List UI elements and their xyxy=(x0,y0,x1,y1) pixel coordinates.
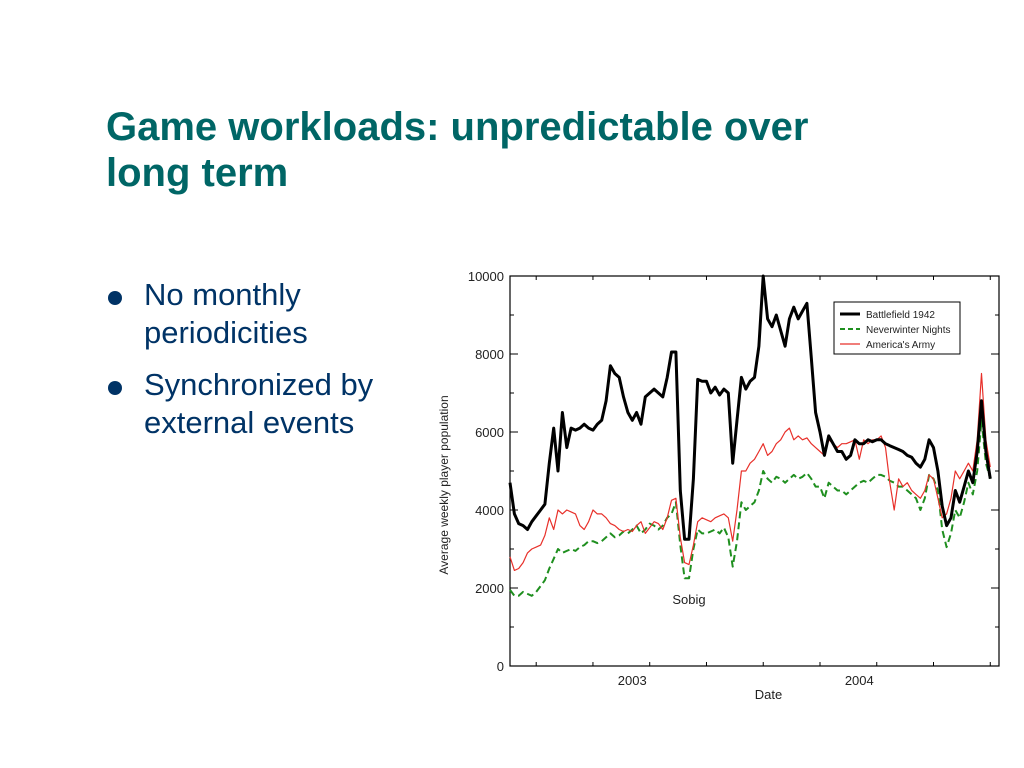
bullet-text: No monthly periodicities xyxy=(144,277,308,350)
legend-box xyxy=(833,301,961,355)
slide-title: Game workloads: unpredictable over long … xyxy=(106,104,966,196)
bullet-dot-icon xyxy=(108,291,122,305)
bullet-item: Synchronized by external events xyxy=(106,366,446,442)
bullet-item: No monthly periodicities xyxy=(106,276,446,352)
bullet-dot-icon xyxy=(108,381,122,395)
y-axis-label: Average weekly player population xyxy=(437,395,451,574)
x-axis-label: Date xyxy=(755,687,782,702)
slide-title-line-2: long term xyxy=(106,151,289,195)
annotation-label: Sobig xyxy=(672,592,705,607)
y-tick-label: 4000 xyxy=(475,503,504,518)
series-line xyxy=(508,274,992,541)
player-population-chart: 0 2000 4000 6000 8000 10000 2003 2004 Date Averag… xyxy=(428,262,1024,706)
x-tick-label: 2003 xyxy=(618,673,647,688)
legend-label: America's Army xyxy=(866,340,935,351)
y-tick-label: 2000 xyxy=(475,581,504,596)
y-tick-label: 8000 xyxy=(475,347,504,362)
chart-svg: 0 2000 4000 6000 8000 10000 2003 2004 Date Averag… xyxy=(437,269,1000,702)
x-tick-label: 2004 xyxy=(845,673,874,688)
y-tick-label: 10000 xyxy=(468,269,504,284)
legend-label: Neverwinter Nights xyxy=(866,325,950,336)
bullet-list: No monthly periodicities Synchronized by… xyxy=(106,276,446,456)
y-tick-label: 0 xyxy=(497,659,504,674)
slide-title-line-1: Game workloads: unpredictable over xyxy=(106,105,809,149)
series-line xyxy=(509,372,991,571)
series-line xyxy=(509,419,992,597)
legend-label: Battlefield 1942 xyxy=(866,310,935,321)
bullet-text: Synchronized by external events xyxy=(144,367,374,440)
y-tick-label: 6000 xyxy=(475,425,504,440)
